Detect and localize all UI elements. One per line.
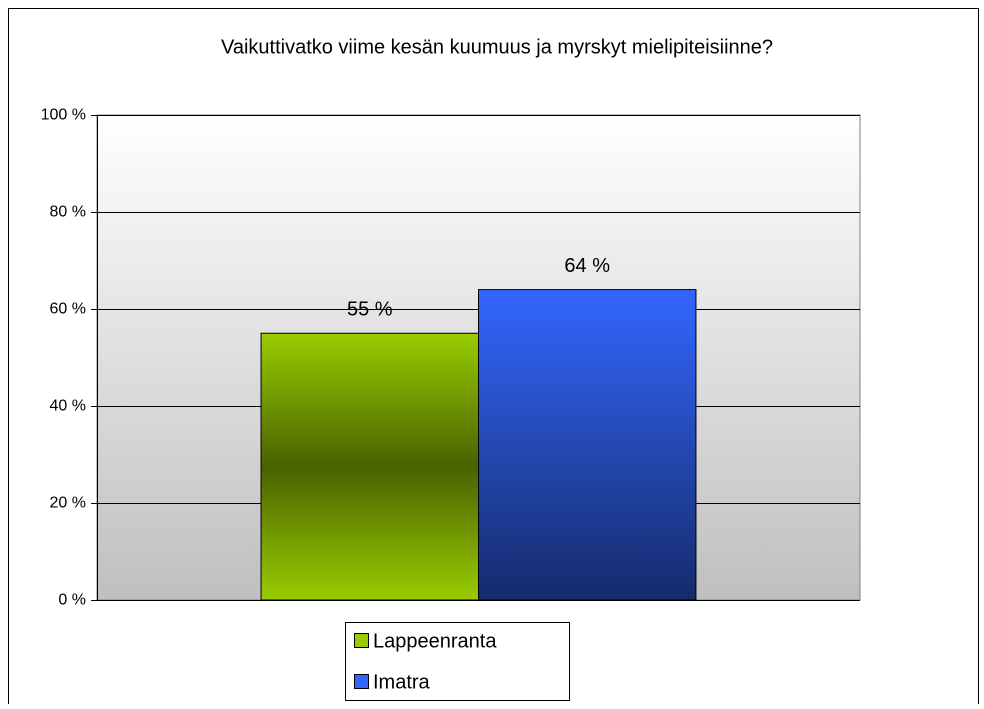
data-label: 64 % <box>564 255 610 277</box>
chart-title: Vaikuttivatko viime kesän kuumuus ja myr… <box>221 36 773 58</box>
legend-label: Imatra <box>373 671 431 693</box>
y-tick-label: 60 % <box>50 301 86 318</box>
y-tick-label: 80 % <box>50 204 86 221</box>
bar <box>260 332 480 601</box>
legend-swatch <box>354 633 369 648</box>
legend-swatch <box>354 674 369 689</box>
legend <box>345 622 570 701</box>
y-tick-label: 40 % <box>50 398 86 415</box>
data-label: 55 % <box>347 299 393 321</box>
legend-label: Lappeenranta <box>373 630 497 652</box>
bar <box>478 289 697 601</box>
y-tick-label: 20 % <box>50 495 86 512</box>
y-tick-label: 100 % <box>41 107 86 124</box>
y-tick-label: 0 % <box>58 592 86 609</box>
